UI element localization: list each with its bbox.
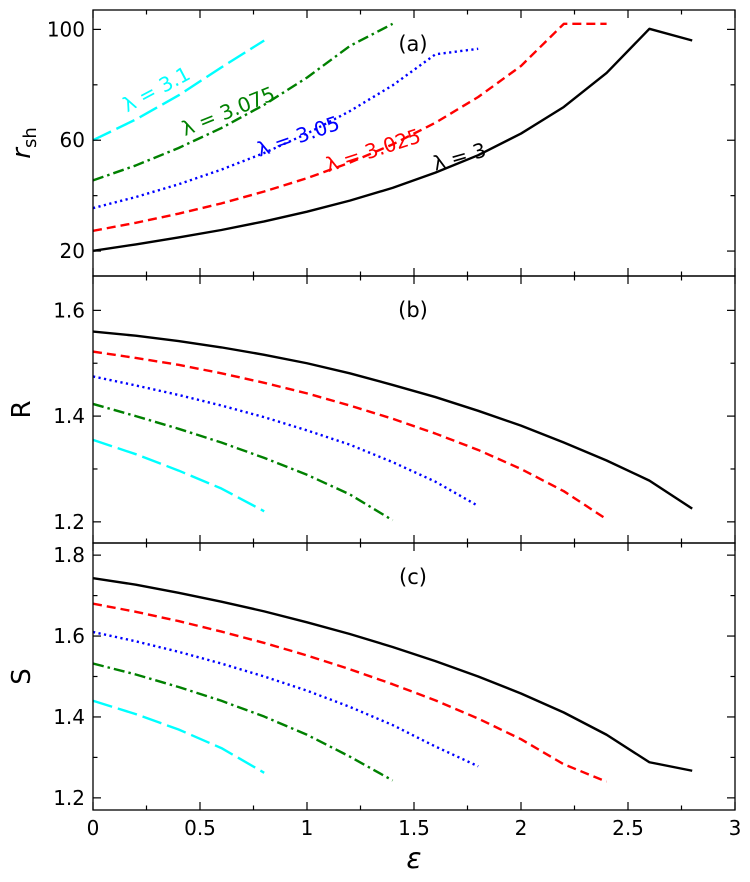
series-group: [93, 577, 693, 783]
y-tick-label: 1.4: [53, 705, 85, 729]
y-axis-label-sub: sh: [20, 127, 41, 148]
y-tick-label: 60: [60, 128, 85, 152]
panel-c: 1.2 1.4 1.6 1.8 (c) S 0 0.5 1 1.5 2 2.5 3 ε: [7, 542, 742, 875]
series-line-b-0: [93, 330, 693, 510]
x-tick-label: 0.5: [184, 816, 216, 840]
series-line-c-1: [93, 602, 608, 783]
x-tick-label: 1: [301, 816, 314, 840]
series-group: [93, 330, 693, 522]
series-line-a-2: [93, 47, 479, 210]
x-tick-label: 3: [729, 816, 742, 840]
y-tick-label: 1.6: [53, 624, 85, 648]
y-tick-label: 20: [60, 239, 85, 263]
y-tick-label: 100: [47, 17, 85, 41]
y-tick-label: 1.4: [53, 404, 85, 428]
x-tick-label: 0: [87, 816, 100, 840]
y-tick-label: 1.6: [53, 298, 85, 322]
y-axis-label: S: [7, 668, 37, 685]
panel-label: (c): [399, 565, 427, 589]
series-line-c-3: [93, 662, 394, 782]
y-tick-label: 1.2: [53, 510, 85, 534]
series-line-c-0: [93, 577, 693, 772]
series-line-a-1: [93, 22, 607, 233]
series-line-a-4: [93, 39, 265, 142]
y-axis-label-main: r: [7, 146, 37, 159]
y-tick-label: 1.8: [53, 543, 85, 567]
panel-b: 1.2 1.4 1.6 (b) R: [7, 275, 736, 544]
panel-label: (b): [398, 298, 428, 322]
series-group: [93, 22, 693, 252]
y-tick-label: 1.2: [53, 786, 85, 810]
x-tick-label: 1.5: [398, 816, 430, 840]
x-tick-label: 2.5: [612, 816, 644, 840]
series-line-b-3: [93, 402, 394, 522]
series-line-b-1: [93, 350, 608, 521]
y-axis-label: R: [7, 400, 37, 418]
series-line-a-3: [93, 22, 394, 182]
series-line-c-4: [93, 699, 265, 774]
y-axis-label: rsh: [7, 127, 41, 159]
x-axis-label: ε: [406, 842, 421, 875]
series-line-b-4: [93, 438, 265, 513]
panel-label: (a): [398, 32, 427, 56]
series-line-a-0: [93, 27, 693, 252]
x-tick-label: 2: [515, 816, 528, 840]
